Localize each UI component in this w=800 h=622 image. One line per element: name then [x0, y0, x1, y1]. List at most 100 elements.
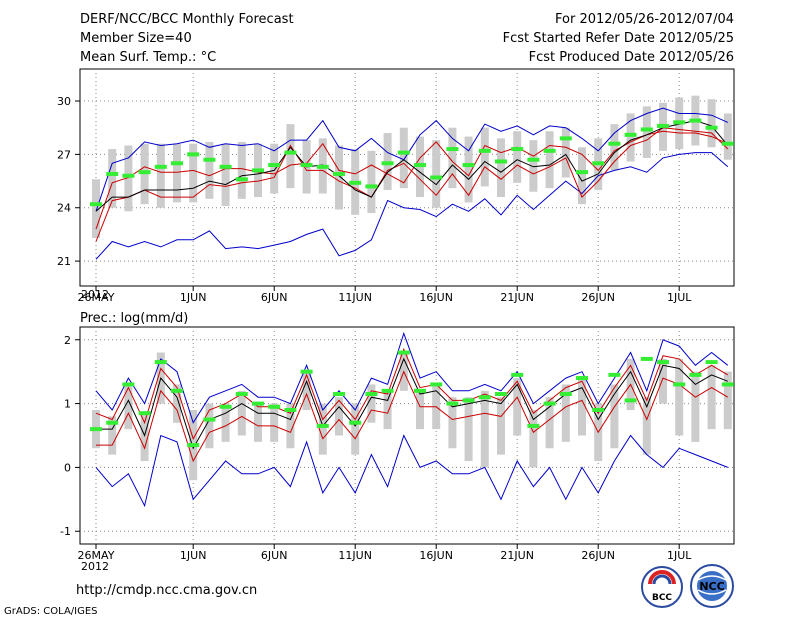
precip-marker — [154, 360, 167, 365]
precip-marker — [640, 356, 653, 361]
temperature-marker — [657, 123, 669, 128]
temperature-xtick-label: 1JUL — [667, 291, 692, 304]
temperature-marker — [673, 120, 686, 125]
temperature-spread-box — [189, 143, 198, 203]
precip-lower-line — [96, 370, 729, 463]
precip-spread-box — [578, 378, 586, 436]
precip-marker — [235, 392, 248, 397]
ncc-logo-text: NCC — [699, 580, 724, 593]
precip-spread-box — [302, 371, 311, 410]
variable-label: Mean Surf. Temp.: °C — [80, 50, 216, 65]
precip-spread-box — [367, 384, 376, 423]
temperature-marker — [381, 161, 394, 166]
precip-marker — [333, 392, 345, 397]
temperature-year-label: 2012 — [81, 288, 109, 301]
temperature-spread-box — [610, 124, 619, 171]
precip-marker — [171, 388, 183, 393]
precip-spread-box — [480, 390, 489, 468]
precip-marker — [252, 401, 264, 406]
precip-spread-box — [707, 365, 716, 430]
temperature-panel: 21 24 27 30 26MAY 1JUN 6JUN 11JUN 16JUN 21JUN 26JU… — [57, 68, 735, 304]
start-ref-label: Fcst Started Refer Date 2012/05/25 — [503, 31, 734, 46]
temperature-spread-box — [367, 150, 376, 214]
precip-spread-box — [610, 384, 619, 449]
precip-xtick-label: 26MAY — [78, 549, 115, 562]
precip-marker — [705, 360, 718, 365]
precip-spread-box — [335, 397, 343, 436]
temperature-spread-box — [221, 143, 230, 206]
temperature-marker — [495, 159, 507, 164]
precip-marker — [495, 392, 507, 397]
temperature-min-line — [95, 152, 729, 260]
temperature-marker — [316, 164, 329, 169]
precip-spread-box — [545, 397, 554, 449]
precip-marker — [219, 404, 232, 409]
temperature-max-line — [95, 107, 729, 212]
temperature-marker — [559, 136, 572, 141]
precip-spread-box — [124, 384, 133, 430]
temperature-marker — [365, 184, 378, 189]
produced-label: Fcst Produced Date 2012/05/26 — [529, 50, 734, 65]
precip-spread-box — [675, 358, 684, 436]
precip-spread-box — [529, 409, 538, 468]
precip-spread-box — [254, 403, 262, 442]
temperature-marker — [576, 170, 588, 175]
temperature-spread-box — [513, 131, 522, 183]
precip-upper-line — [95, 347, 729, 440]
temperature-marker — [284, 150, 297, 155]
temperature-marker — [430, 175, 443, 180]
temperature-xtick-label: 1JUN — [180, 291, 207, 304]
temperature-marker — [268, 163, 281, 168]
temperature-spread-box — [497, 138, 505, 198]
precip-spread-box — [270, 403, 279, 442]
temperature-marker — [689, 118, 702, 123]
precip-xtick-label: 6JUN — [261, 549, 288, 562]
temperature-marker — [543, 148, 556, 153]
precip-ytick-label: 1 — [64, 398, 71, 411]
temperature-spread-box — [464, 136, 473, 203]
precip-mean-line — [96, 357, 728, 450]
precip-marker — [462, 398, 475, 403]
temperature-spread-box — [237, 141, 246, 199]
temperature-mean-line — [95, 120, 729, 212]
temperature-marker — [640, 127, 653, 132]
precip-marker — [527, 423, 540, 428]
precip-marker — [559, 392, 572, 397]
period-label: For 2012/05/26-2012/07/04 — [555, 12, 734, 27]
precip-xtick-label: 16JUN — [419, 549, 453, 562]
temperature-xtick-label: 6JUN — [261, 291, 288, 304]
precip-spread-box — [205, 403, 214, 449]
precip-xtick-label: 26JUN — [581, 549, 615, 562]
precip-spread-box — [351, 403, 360, 455]
precip-marker — [689, 372, 702, 377]
temperature-spread-box — [578, 147, 586, 205]
precip-marker — [446, 401, 459, 406]
temperature-marker — [527, 157, 540, 162]
temperature-ytick-label: 27 — [57, 148, 71, 161]
precip-ytick-label: -1 — [60, 525, 71, 538]
precip-marker — [478, 395, 491, 400]
temperature-marker — [219, 164, 232, 169]
precip-marker — [673, 382, 686, 387]
precip-marker — [300, 369, 313, 374]
precip-spread-box — [448, 397, 457, 449]
source-url[interactable]: http://cmdp.ncc.cma.gov.cn — [76, 583, 257, 598]
temperature-xtick-label: 11JUN — [338, 291, 372, 304]
temperature-spread-box — [270, 143, 279, 194]
precip-spread-box — [497, 397, 505, 455]
precip-marker — [349, 420, 362, 425]
temperature-spread-box — [448, 127, 457, 189]
precip-ytick-label: 0 — [64, 461, 71, 474]
chart-title: DERF/NCC/BCC Monthly Forecast — [80, 12, 294, 27]
temperature-marker — [414, 163, 426, 168]
temperature-spread-box — [92, 179, 100, 238]
temperature-marker — [154, 164, 167, 169]
bcc-logo-text: BCC — [652, 593, 672, 603]
temperature-marker — [300, 163, 313, 168]
temperature-xtick-label: 21JUN — [500, 291, 534, 304]
precip-marker — [721, 382, 734, 387]
precip-marker — [608, 372, 621, 377]
bcc-logo: BCC — [641, 566, 683, 608]
precip-marker — [268, 404, 281, 409]
